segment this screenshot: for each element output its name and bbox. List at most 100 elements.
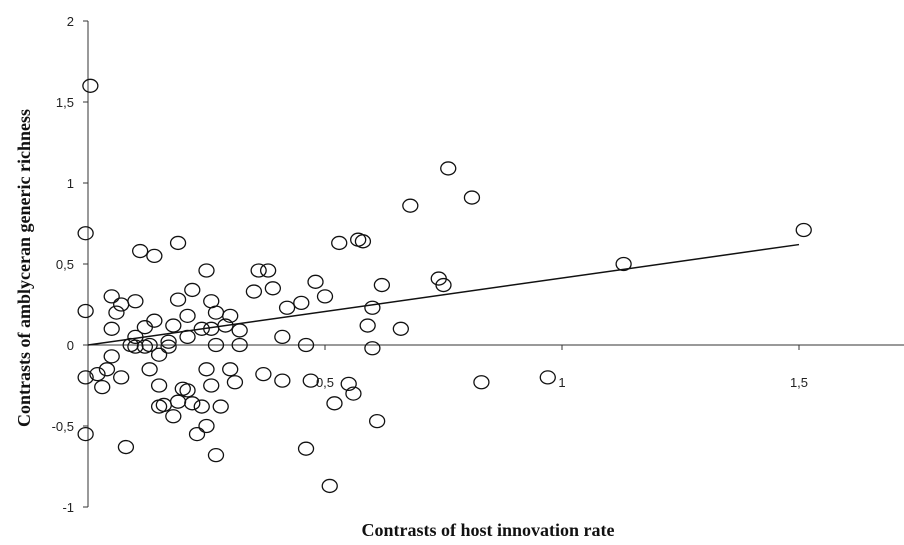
data-point — [150, 347, 168, 362]
data-point — [103, 349, 120, 364]
data-point — [131, 243, 149, 259]
data-point — [77, 303, 94, 319]
y-axis: 2 1,5 1 0,5 0 -0,5 -1 — [52, 14, 89, 515]
data-point — [169, 394, 187, 409]
data-point — [473, 375, 490, 390]
regression-line — [87, 243, 800, 346]
data-points — [77, 78, 812, 494]
data-point — [103, 289, 120, 304]
data-point — [392, 321, 409, 336]
data-point — [340, 376, 357, 392]
data-point — [184, 282, 201, 298]
data-point — [127, 339, 144, 354]
data-point — [354, 234, 372, 249]
data-point — [127, 294, 144, 309]
data-point — [136, 320, 154, 335]
data-point — [198, 263, 215, 278]
data-point — [160, 334, 177, 349]
data-point — [307, 274, 324, 289]
data-point — [331, 235, 348, 251]
data-point — [250, 263, 267, 278]
trendline — [87, 243, 800, 346]
data-point — [89, 367, 106, 382]
data-point — [179, 329, 196, 345]
data-point — [113, 297, 130, 312]
data-point — [141, 362, 158, 377]
data-point — [359, 318, 376, 333]
data-point — [165, 318, 182, 333]
data-point — [316, 289, 334, 304]
y-tick-label: 1 — [67, 176, 74, 191]
x-axis-title: Contrasts of host innovation rate — [361, 520, 614, 540]
data-point — [146, 248, 163, 264]
data-point — [188, 426, 206, 442]
data-point — [94, 379, 111, 395]
data-point — [402, 198, 419, 213]
data-point — [184, 396, 201, 411]
data-point — [364, 300, 381, 315]
data-point — [255, 367, 272, 382]
data-point — [98, 362, 116, 377]
data-point — [82, 78, 99, 93]
data-point — [141, 337, 158, 353]
data-point — [207, 337, 225, 353]
data-point — [435, 277, 452, 293]
data-point — [364, 341, 381, 356]
y-tick-label: -0,5 — [52, 419, 74, 434]
x-tick-label: 1,5 — [790, 375, 808, 390]
x-axis: 0,5 1 1,5 — [88, 344, 904, 390]
data-point — [302, 373, 319, 388]
data-point — [103, 321, 120, 336]
data-point — [373, 277, 391, 293]
data-point — [440, 161, 457, 176]
data-point — [274, 373, 291, 388]
data-point — [345, 386, 362, 401]
data-point — [160, 339, 177, 354]
data-point — [165, 409, 182, 424]
data-point — [226, 375, 244, 390]
data-point — [212, 399, 229, 414]
data-point — [146, 313, 163, 328]
data-point — [179, 383, 196, 398]
y-tick-label: 2 — [67, 14, 74, 29]
data-point — [297, 441, 315, 456]
y-tick-label: 1,5 — [56, 95, 74, 110]
data-point — [321, 478, 338, 494]
data-point — [207, 305, 225, 320]
data-point — [293, 295, 310, 311]
data-point — [231, 323, 248, 338]
data-point — [297, 337, 315, 353]
data-point — [77, 370, 94, 385]
data-point — [539, 370, 556, 385]
data-point — [368, 413, 386, 429]
y-tick-label: 0,5 — [56, 257, 74, 272]
data-point — [179, 308, 196, 323]
data-point — [217, 318, 234, 333]
data-point — [77, 226, 94, 241]
data-point — [463, 190, 481, 205]
data-point — [222, 308, 239, 323]
data-point — [117, 439, 135, 455]
data-point — [259, 263, 277, 278]
data-point — [193, 321, 210, 336]
data-point — [113, 370, 130, 385]
data-point — [203, 378, 220, 393]
x-tick-label: 0,5 — [316, 375, 334, 390]
data-point — [108, 305, 125, 320]
data-point — [198, 362, 215, 377]
data-point — [77, 426, 94, 442]
data-point — [198, 418, 215, 434]
data-point — [150, 378, 168, 393]
data-point — [127, 329, 144, 345]
data-point — [278, 300, 296, 315]
data-point — [231, 337, 248, 353]
data-point — [264, 281, 282, 296]
y-tick-label: -1 — [62, 500, 74, 515]
data-point — [207, 448, 225, 463]
data-point — [245, 284, 263, 299]
data-point — [274, 329, 291, 345]
data-point — [615, 256, 632, 272]
data-point — [222, 362, 239, 377]
data-point — [169, 235, 187, 251]
